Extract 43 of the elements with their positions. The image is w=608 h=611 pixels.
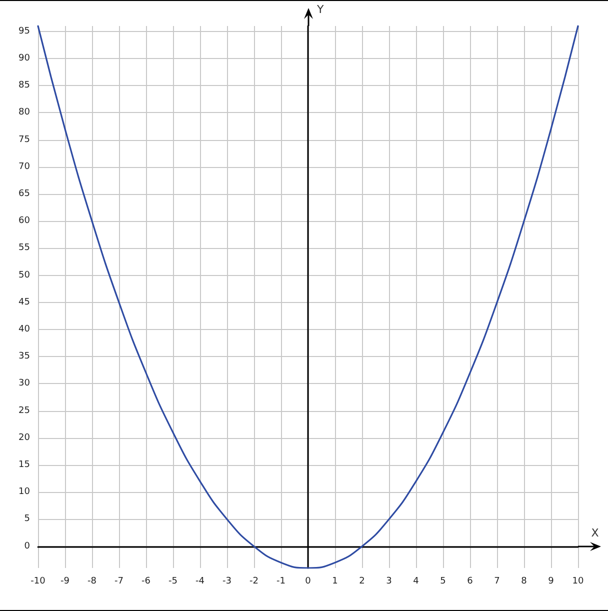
- y-tick-label: 70: [18, 162, 30, 172]
- x-tick-label: 3: [386, 576, 392, 586]
- y-tick-label: 5: [24, 514, 30, 524]
- x-tick-label: 5: [440, 576, 446, 586]
- x-axis-title: X: [591, 526, 600, 540]
- x-tick-label: -7: [114, 576, 124, 586]
- x-tick-label: -9: [60, 576, 70, 586]
- y-tick-label: 15: [18, 460, 30, 470]
- x-tick-label: -5: [168, 576, 178, 586]
- y-tick-label: 0: [24, 541, 30, 552]
- x-tick-label: 4: [413, 576, 420, 586]
- x-tick-label: 8: [521, 576, 528, 586]
- x-tick-label: 0: [305, 576, 312, 586]
- x-tick-label: -2: [250, 576, 258, 586]
- y-tick-label: 75: [18, 134, 30, 145]
- y-tick-label: 40: [18, 324, 30, 335]
- x-tick-label: -4: [196, 576, 205, 586]
- y-tick-label: 90: [18, 54, 30, 64]
- y-tick-label: 25: [18, 406, 30, 416]
- y-tick-label: 35: [18, 352, 30, 362]
- y-tick-label: 85: [18, 80, 30, 91]
- x-tick-label: -3: [222, 576, 232, 586]
- y-tick-label: 20: [18, 432, 30, 443]
- y-tick-label: 10: [18, 487, 30, 498]
- x-tick-label: -6: [142, 576, 151, 586]
- x-tick-label: 6: [467, 576, 474, 586]
- y-tick-label: 30: [18, 378, 30, 389]
- x-tick-label: 7: [494, 576, 500, 586]
- x-tick-label: -10: [30, 576, 46, 586]
- x-tick-label: 10: [572, 576, 584, 586]
- x-tick-label: 9: [548, 576, 554, 586]
- y-tick-label: 50: [18, 270, 30, 280]
- x-tick-label: 2: [359, 576, 365, 586]
- y-axis-title: Y: [316, 3, 324, 16]
- y-tick-label: 65: [18, 189, 30, 200]
- y-tick-label: 95: [18, 26, 30, 36]
- x-tick-label: -1: [276, 576, 286, 586]
- y-tick-label: 80: [18, 108, 30, 118]
- y-tick-label: 45: [18, 297, 30, 308]
- x-tick-label: -8: [88, 576, 97, 586]
- y-tick-label: 55: [18, 243, 30, 254]
- x-tick-label: 1: [332, 576, 338, 586]
- y-tick-label: 60: [18, 216, 30, 226]
